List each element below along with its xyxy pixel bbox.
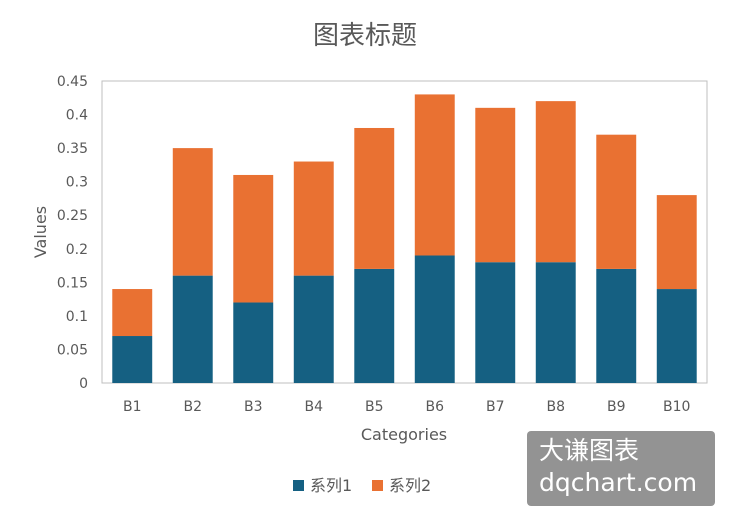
bar-segment-series2 [354,127,395,269]
x-tick-label: B8 [546,399,565,415]
y-tick-label: 0.05 [57,342,88,358]
x-tick-label: B4 [304,399,323,415]
x-axis-title: Categories [361,425,447,444]
x-tick-label: B10 [663,399,690,415]
y-tick-label: 0.1 [66,309,88,325]
y-tick-label: 0.25 [57,208,88,224]
x-tick-label: B3 [244,399,263,415]
y-axis-title: Values [31,206,50,258]
bar-segment-series1 [354,268,395,383]
bar-segment-series2 [414,94,455,256]
x-tick-label: B5 [365,399,384,415]
watermark-badge: 大谦图表 dqchart.com [527,431,715,506]
y-tick-label: 0 [79,376,88,392]
legend-label-series2: 系列2 [389,476,431,495]
y-tick-label: 0.4 [66,108,88,124]
x-tick-label: B2 [183,399,202,415]
y-axis-ticks: 0 0.05 0.1 0.15 0.2 0.25 0.3 0.35 0.4 0.45 [57,74,88,392]
y-tick-label: 0.3 [66,175,88,191]
watermark-title: 大谦图表 [539,436,640,465]
bar-segment-series2 [596,134,637,269]
x-tick-label: B1 [123,399,142,415]
y-tick-label: 0.45 [57,74,88,90]
bar-series [112,94,697,383]
bar-segment-series1 [475,262,516,383]
bar-segment-series2 [112,289,153,337]
bar-segment-series1 [112,336,153,383]
bar-segment-series1 [233,302,274,383]
y-tick-label: 0.2 [66,242,88,258]
bar-segment-series1 [414,255,455,383]
bar-segment-series1 [596,268,637,383]
bar-segment-series2 [293,161,334,276]
bar-segment-series2 [656,195,697,290]
plot-area-frame [101,80,708,384]
bar-segment-series2 [535,101,576,263]
bar-segment-series2 [233,174,274,303]
legend-swatch-series2 [372,480,383,491]
bar-segment-series1 [293,275,334,383]
bar-segment-series1 [535,262,576,383]
bar-segment-series2 [475,107,516,263]
x-tick-label: B6 [425,399,444,415]
bar-segment-series1 [656,289,697,383]
x-tick-label: B9 [607,399,626,415]
y-tick-label: 0.35 [57,141,88,157]
bar-segment-series1 [172,275,213,383]
bar-segment-series2 [172,148,213,276]
watermark-url: dqchart.com [539,468,698,497]
x-tick-label: B7 [486,399,505,415]
legend-swatch-series1 [293,480,304,491]
legend-label-series1: 系列1 [310,476,352,495]
legend: 系列1 系列2 [293,476,431,495]
y-tick-label: 0.15 [57,275,88,291]
chart-title: 图表标题 [313,21,417,51]
x-axis-ticks: B1 B2 B3 B4 B5 B6 B7 B8 B9 B10 [123,399,690,415]
